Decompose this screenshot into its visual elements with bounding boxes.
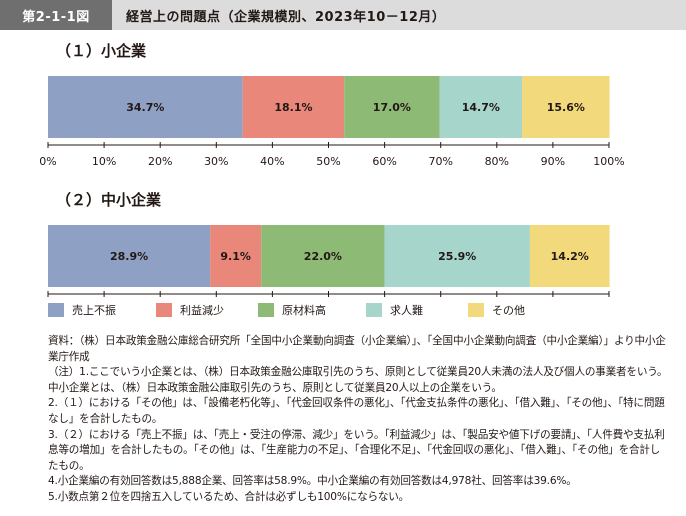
x-tick-label-0-9: 90% (541, 155, 565, 168)
x-tick-label-0-3: 30% (204, 155, 228, 168)
bar-segment-0-2 (344, 76, 440, 138)
note-0: 資料：（株）日本政策金融公庫総合研究所「全国中小企業動向調査（小企業編）」、「全… (48, 335, 666, 363)
legend-label-1: 利益減少 (180, 304, 224, 317)
x-tick-label-0-4: 40% (260, 155, 284, 168)
figure-number: 第2-1-1図 (0, 0, 112, 30)
bar-segment-1-2 (261, 225, 385, 287)
bar-segment-0-0 (48, 76, 243, 138)
legend-item-1: 利益減少 (156, 302, 224, 318)
x-tick-label-0-0: 0% (39, 155, 56, 168)
legend-swatch-2 (258, 303, 274, 317)
bar-segment-1-3 (384, 225, 530, 287)
x-tick-label-0-5: 50% (316, 155, 340, 168)
x-tick-label-0-7: 70% (428, 155, 452, 168)
legend-label-4: その他 (492, 304, 525, 317)
legend-item-2: 原材料高 (258, 302, 326, 318)
data-label-1-3: 25.9% (438, 250, 476, 263)
note-3: 3.（２）における「売上不振」は、「売上・受注の停滞、減少」をいう。「利益減少」… (48, 428, 665, 472)
legend-item-0: 売上不振 (48, 302, 116, 318)
chart-title-small-business: （１）小企業 (56, 42, 147, 60)
x-tick-label-0-8: 80% (485, 155, 509, 168)
legend-swatch-1 (156, 303, 172, 317)
bar-segment-0-4 (522, 76, 610, 138)
legend-label-3: 求人難 (390, 304, 423, 317)
bar-segment-0-1 (242, 76, 345, 138)
note-2: 2.（１）における「その他」は、「設備老朽化等」、「代金回収条件の悪化」、「代金… (48, 397, 665, 425)
legend-label-2: 原材料高 (282, 304, 326, 317)
note-5: 5.小数点第２位を四捨五入しているため、合計は必ずしも100%にならない。 (48, 490, 410, 503)
bar-segment-1-1 (210, 225, 262, 287)
data-label-0-1: 18.1% (274, 101, 312, 114)
stacked-bar-charts: 34.7% 18.1% 17.0% 14.7% 15.6% 0% 10% 20% 30% 40% 5… (39, 76, 625, 297)
legend-item-3: 求人難 (366, 302, 423, 318)
notes-section: 資料：（株）日本政策金融公庫総合研究所「全国中小企業動向調査（小企業編）」、「全… (48, 334, 668, 506)
data-label-0-4: 15.6% (547, 101, 585, 114)
data-label-0-3: 14.7% (462, 101, 500, 114)
data-label-1-1: 9.1% (220, 250, 251, 263)
figure-header: 第2-1-1図 経営上の問題点（企業規模別、2023年10－12月） (0, 0, 686, 30)
legend-swatch-4 (468, 303, 484, 317)
chart-title-sme: （２）中小企業 (56, 191, 162, 209)
x-tick-label-0-10: 100% (593, 155, 624, 168)
note-4: 4.小企業編の有効回答数は5,888企業、回答率は58.9%。中小企業編の有効回… (48, 475, 577, 488)
x-tick-label-0-1: 10% (92, 155, 116, 168)
data-label-0-2: 17.0% (373, 101, 411, 114)
legend-swatch-0 (48, 303, 64, 317)
legend-swatch-3 (366, 303, 382, 317)
bar-segment-1-4 (529, 225, 610, 287)
legend-item-4: その他 (468, 302, 525, 318)
data-label-0-0: 34.7% (126, 101, 164, 114)
data-label-1-0: 28.9% (110, 250, 148, 263)
x-tick-label-0-6: 60% (372, 155, 396, 168)
bar-segment-0-3 (439, 76, 523, 138)
legend-label-0: 売上不振 (72, 304, 116, 317)
figure-title: 経営上の問題点（企業規模別、2023年10－12月） (112, 0, 686, 30)
note-1: （注）1.ここでいう小企業とは、（株）日本政策金融公庫取引先のうち、原則として従… (48, 366, 668, 394)
x-tick-label-0-2: 20% (148, 155, 172, 168)
bar-segment-1-0 (48, 225, 211, 287)
chart-legend: 売上不振 利益減少 原材料高 求人難 その他 (48, 302, 668, 322)
data-label-1-4: 14.2% (551, 250, 589, 263)
data-label-1-2: 22.0% (304, 250, 342, 263)
